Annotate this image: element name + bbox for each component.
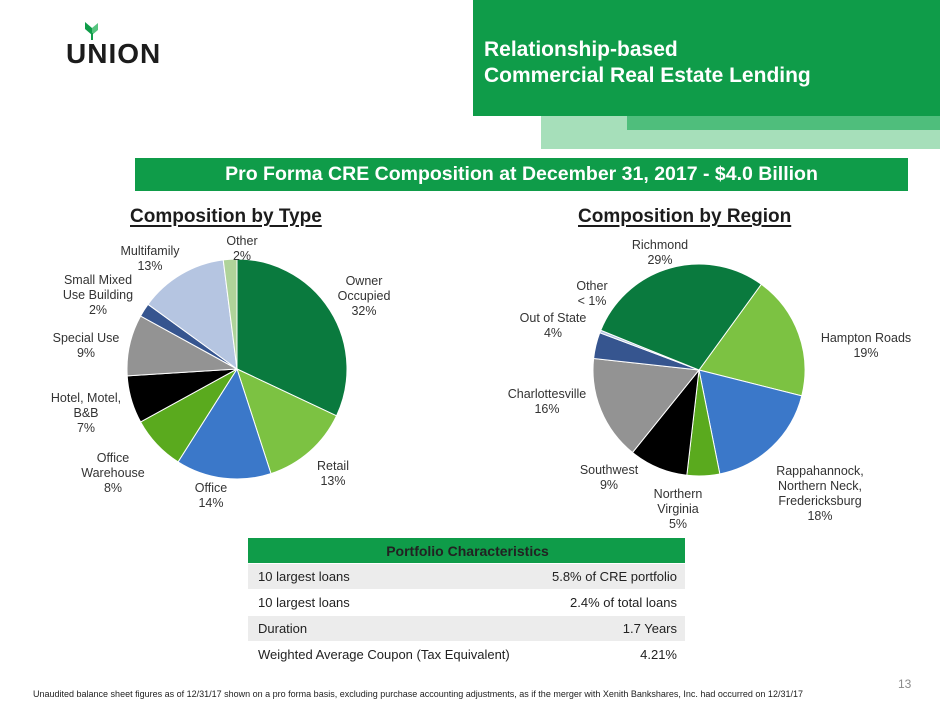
pie-label-owner-occupied: Owner Occupied 32%	[338, 274, 391, 318]
table-row: Weighted Average Coupon (Tax Equivalent)…	[248, 641, 685, 667]
pie-label-hotel-motel-b-b: Hotel, Motel, B&B 7%	[51, 391, 121, 435]
pie-label-special-use: Special Use 9%	[53, 331, 120, 360]
pie-slice-other	[222, 258, 238, 370]
pie-label-rappahannock-northern-neck-fredericksburg: Rappahannock, Northern Neck, Fredericksbur…	[776, 464, 864, 523]
pie-label-office-warehouse: Office Warehouse 8%	[81, 451, 145, 495]
pie-slice-charlottesville	[592, 357, 700, 454]
footnote: Unaudited balance sheet figures as of 12…	[33, 689, 803, 699]
pie-label-richmond: Richmond 29%	[632, 238, 688, 267]
chart-title-type: Composition by Type	[130, 206, 322, 227]
pie-label-retail: Retail 13%	[317, 459, 349, 488]
pie-label-office: Office 14%	[195, 481, 227, 510]
title-box	[473, 0, 940, 116]
chart-title-region: Composition by Region	[578, 206, 792, 227]
pie-label-northern-virginia: Northern Virginia 5%	[654, 487, 703, 531]
row-label: Duration	[248, 615, 534, 642]
table-row: Duration 1.7 Years	[248, 615, 685, 642]
pie-slice-owner-occupied	[236, 258, 348, 417]
row-value: 5.8% of CRE portfolio	[533, 563, 685, 590]
pie-label-out-of-state: Out of State 4%	[520, 311, 587, 340]
pie-label-small-mixed-use-building: Small Mixed Use Building 2%	[63, 273, 133, 317]
row-value: 4.21%	[533, 641, 685, 667]
pie-slice-richmond	[600, 263, 763, 371]
pie-slice-multifamily	[147, 259, 238, 371]
pie-label-southwest: Southwest 9%	[580, 463, 639, 492]
leaf-icon	[85, 22, 98, 40]
union-logo: UNION	[66, 22, 166, 69]
title-line-2: Commercial Real Estate Lending	[484, 64, 811, 87]
logo-text: UNION	[66, 38, 162, 69]
pie-slice-hampton-roads	[698, 283, 806, 397]
pie-slice-office	[177, 367, 272, 480]
portfolio-table: Portfolio Characteristics 10 largest loa…	[248, 538, 685, 667]
subtitle-bar: Pro Forma CRE Composition at December 31…	[135, 158, 908, 191]
row-value: 1.7 Years	[533, 615, 685, 642]
pie-label-multifamily: Multifamily 13%	[120, 244, 180, 273]
table-row: 10 largest loans 5.8% of CRE portfolio	[248, 563, 685, 590]
header-band-dark	[627, 116, 940, 130]
table-row: 10 largest loans 2.4% of total loans	[248, 589, 685, 616]
pie-slice-rappahannock-northern-neck-fredericksburg	[698, 369, 803, 475]
row-value: 2.4% of total loans	[533, 589, 685, 616]
row-label: 10 largest loans	[248, 563, 534, 590]
pie-label-other: Other < 1%	[576, 279, 607, 308]
row-label: 10 largest loans	[248, 589, 534, 616]
pie-label-other: Other 2%	[226, 234, 257, 263]
portfolio-table-header: Portfolio Characteristics	[248, 538, 685, 564]
pie-label-hampton-roads: Hampton Roads 19%	[821, 331, 911, 360]
title-line-1: Relationship-based	[484, 38, 678, 61]
row-label: Weighted Average Coupon (Tax Equivalent)	[248, 641, 534, 667]
pie-label-charlottesville: Charlottesville 16%	[508, 387, 587, 416]
page-number: 13	[898, 677, 912, 691]
pie-slice-retail	[236, 368, 338, 475]
